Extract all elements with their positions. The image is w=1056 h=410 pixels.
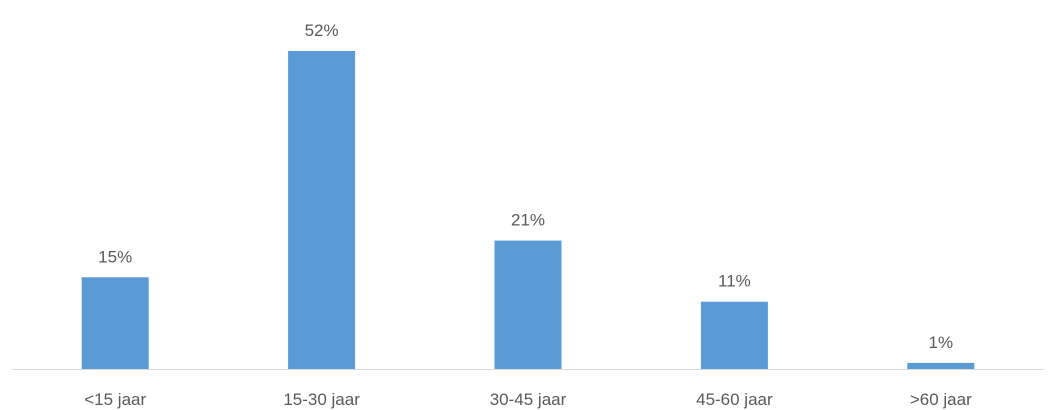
bars-group — [81, 51, 975, 369]
data-label: 21% — [511, 211, 545, 230]
x-tick-label: 45-60 jaar — [696, 390, 773, 409]
data-label: 11% — [718, 272, 751, 291]
bar — [700, 301, 768, 369]
data-labels-group: 15% 52% 21% 11% 1% — [98, 21, 953, 352]
x-tick-label: <15 jaar — [84, 390, 146, 409]
bar — [494, 240, 562, 369]
x-tick-labels-group: <15 jaar 15-30 jaar 30-45 jaar 45-60 jaar >6… — [84, 390, 972, 409]
data-label: 15% — [98, 247, 132, 266]
x-tick-label: 15-30 jaar — [283, 390, 360, 409]
data-label: 1% — [929, 333, 954, 352]
data-label: 52% — [305, 21, 339, 40]
bar — [81, 277, 149, 369]
x-tick-label: >60 jaar — [910, 390, 972, 409]
x-tick-label: 30-45 jaar — [490, 390, 567, 409]
bar — [907, 362, 975, 369]
bar — [288, 51, 356, 369]
